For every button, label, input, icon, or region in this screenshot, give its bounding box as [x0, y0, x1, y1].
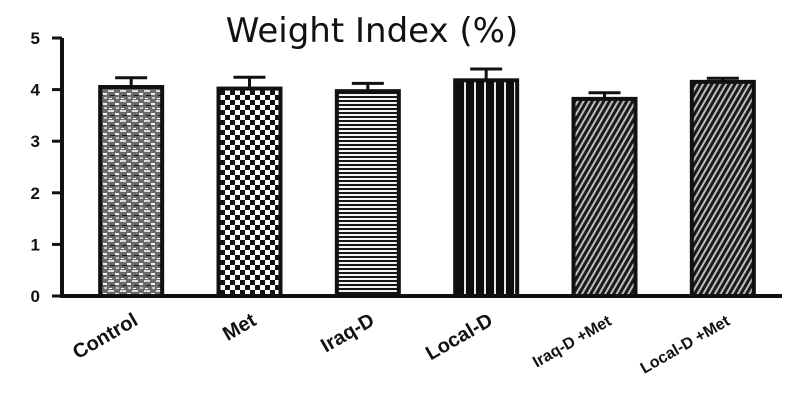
x-tick-label: Iraq-D +Met [530, 312, 615, 371]
chart-title: Weight Index (%) [226, 11, 519, 51]
y-tick-label: 1 [31, 235, 40, 254]
x-tick-label: Control [69, 309, 142, 364]
axes: 0 1 2 3 4 5 [31, 29, 782, 306]
bar [216, 86, 283, 299]
bar [571, 96, 638, 298]
y-tick-label: 0 [31, 287, 40, 306]
x-tick-label: Local-D [422, 309, 497, 365]
y-tick-label: 3 [31, 132, 40, 151]
bars [98, 67, 756, 299]
x-tick-label: Iraq-D [317, 309, 378, 357]
y-tick-label: 5 [31, 29, 40, 48]
bar [453, 78, 520, 298]
bar [98, 85, 165, 298]
y-tick-label: 4 [31, 81, 41, 100]
bar [334, 89, 401, 299]
y-tick-label: 2 [31, 184, 40, 203]
x-tick-label: Met [219, 309, 260, 345]
x-tick-label: Local-D +Met [638, 312, 734, 377]
x-axis-labels: Control Met Iraq-D Local-D Iraq-D +Met Local-… [69, 309, 733, 377]
bar [689, 79, 756, 298]
